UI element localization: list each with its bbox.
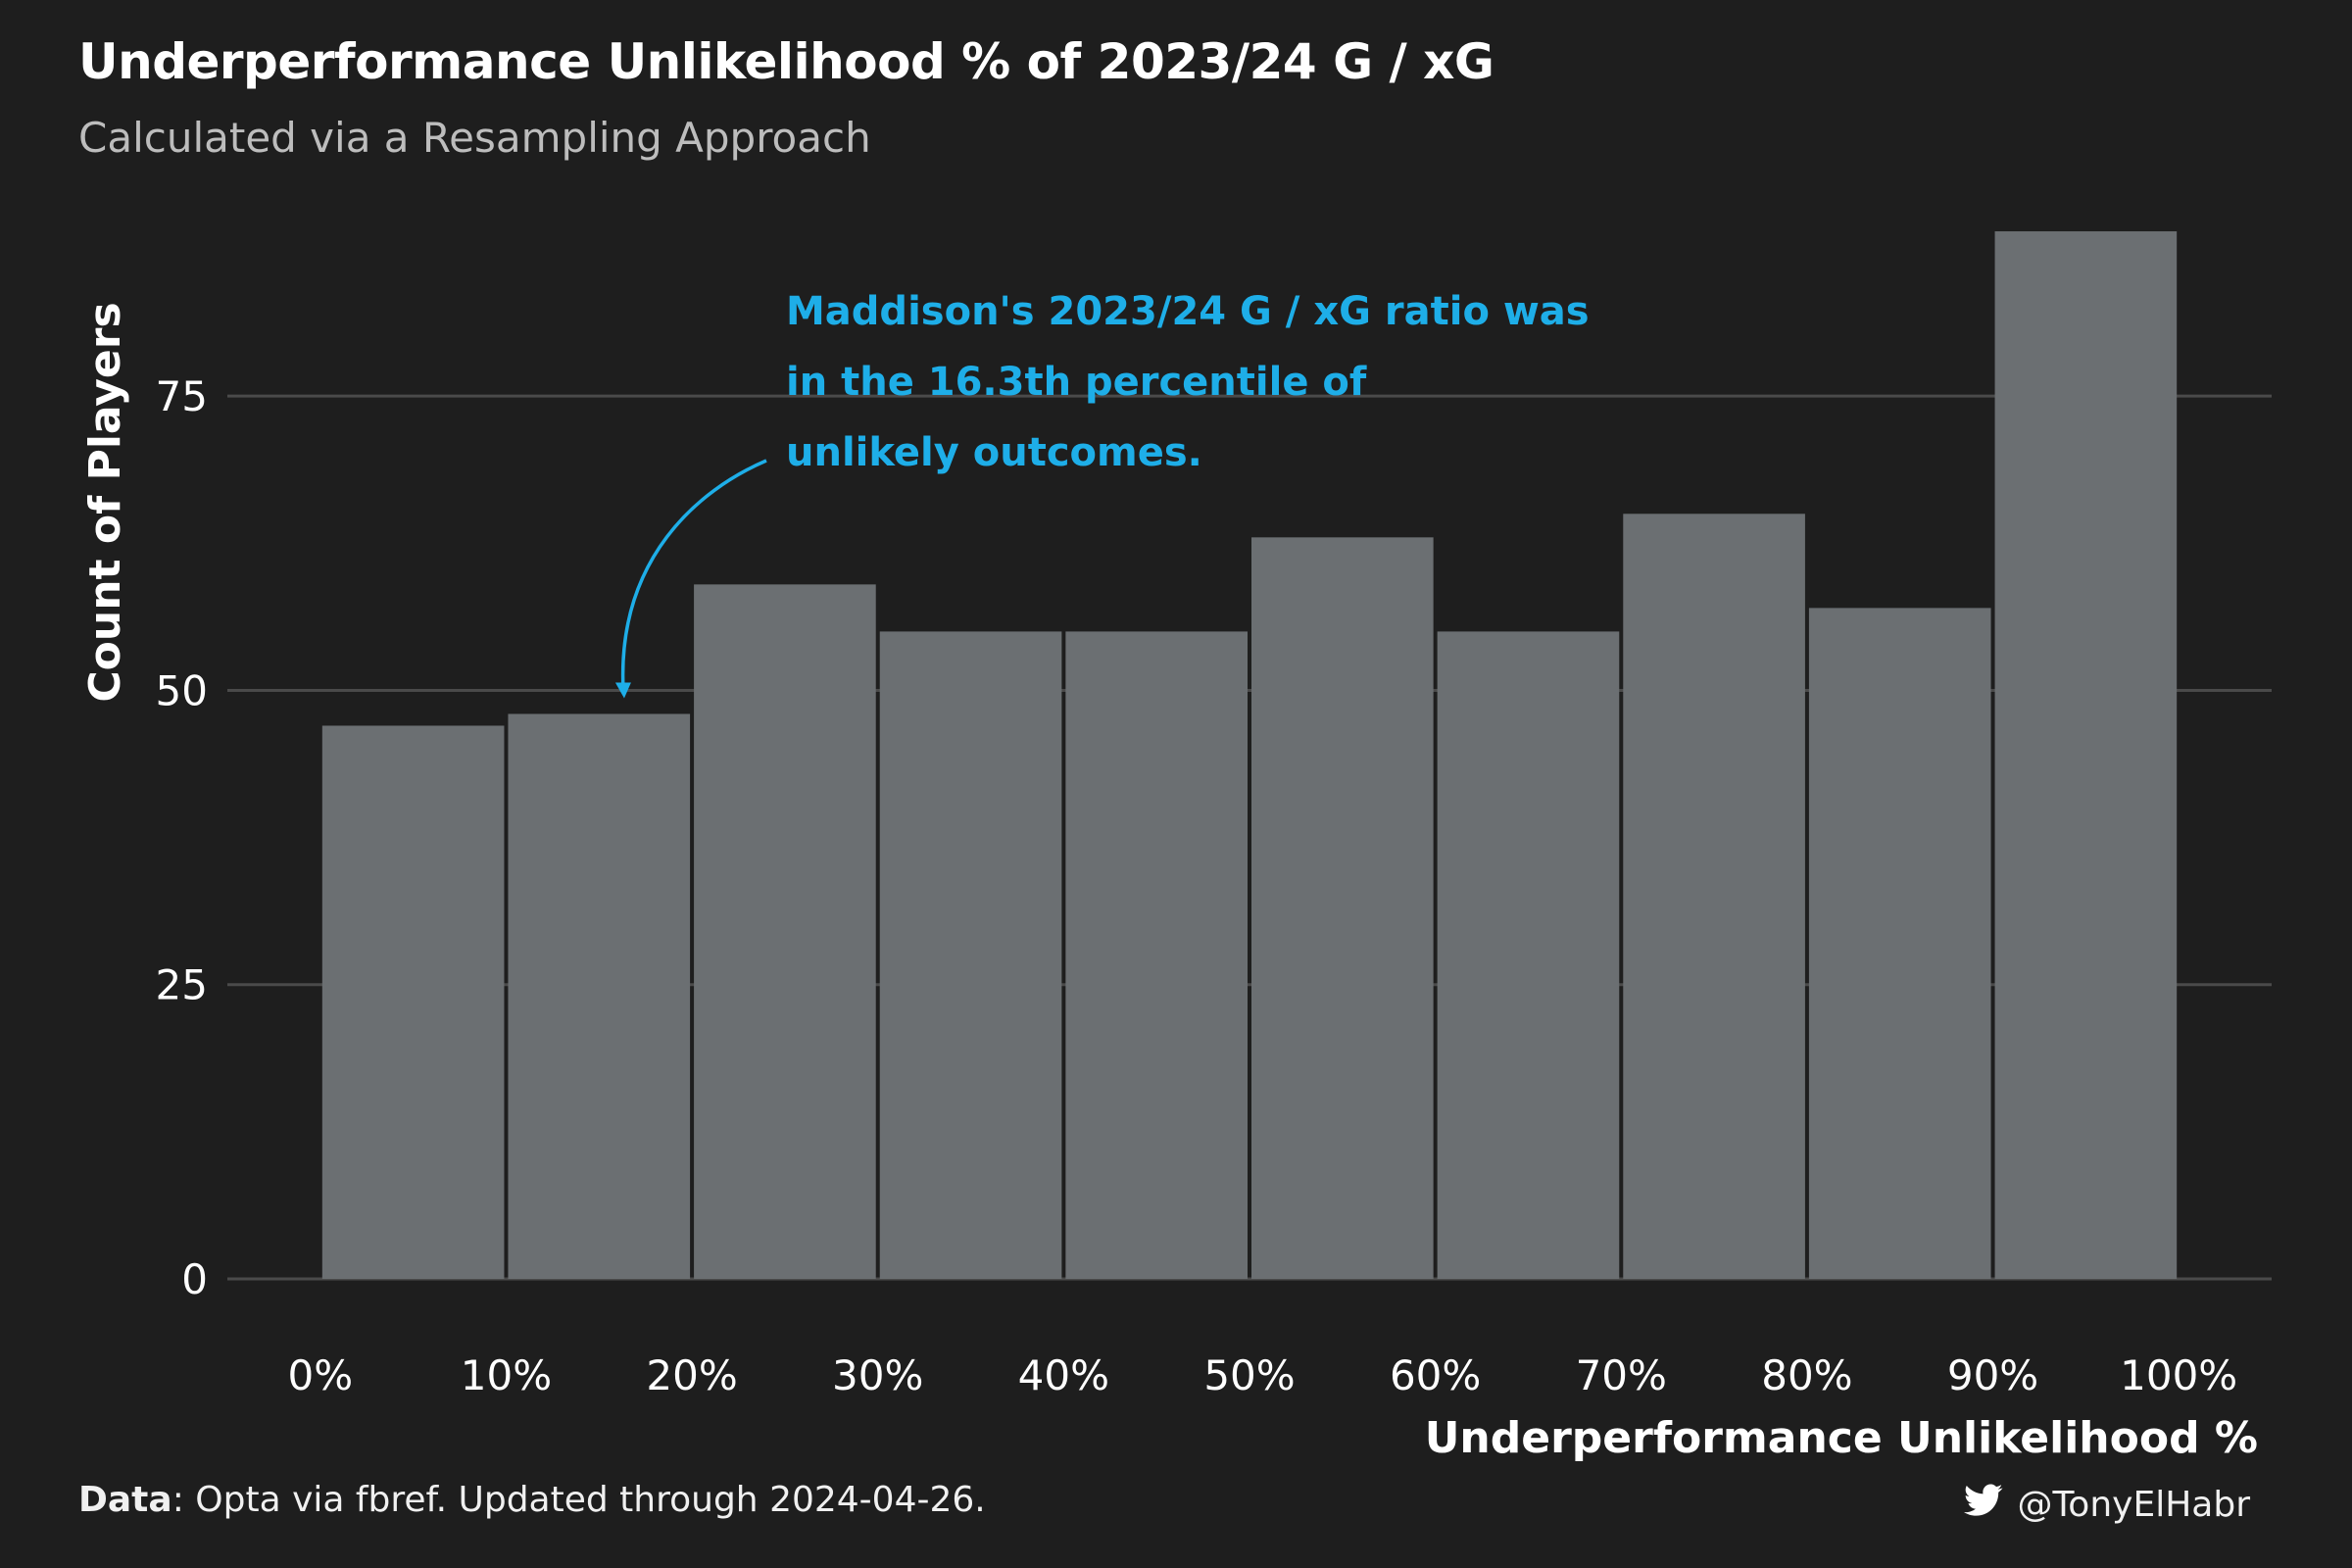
annotation-line-1: Maddison's 2023/24 G / xG ratio was <box>786 289 1590 334</box>
author-credit: @TonyElHabr <box>1964 1484 2250 1526</box>
bar-5 <box>1251 537 1434 1279</box>
x-tick-label: 20% <box>646 1351 737 1399</box>
x-tick-label: 80% <box>1761 1351 1852 1399</box>
chart-subtitle: Calculated via a Resampling Approach <box>78 114 871 162</box>
bar-0 <box>321 725 505 1279</box>
bar-6 <box>1437 631 1620 1279</box>
x-tick-label: 30% <box>832 1351 923 1399</box>
y-tick-labels: 0 25 50 75 <box>156 372 208 1303</box>
y-tick-label: 25 <box>156 961 208 1009</box>
annotation-text: Maddison's 2023/24 G / xG ratio was in t… <box>786 276 1590 488</box>
bar-9 <box>1994 231 2178 1280</box>
annotation-arrowhead <box>614 682 631 699</box>
bar-3 <box>879 631 1062 1279</box>
bar-7 <box>1623 514 1805 1279</box>
x-tick-labels: 0% 10% 20% 30% 40% 50% 60% 70% 80% 90% 100% <box>287 1351 2237 1399</box>
twitter-bird-icon <box>1964 1484 2003 1526</box>
chart-title: Underperformance Unlikelihood % of 2023/… <box>78 33 1494 90</box>
x-axis-label: Underperformance Unlikelihood % <box>1425 1413 2258 1463</box>
bar-8 <box>1808 608 1991 1279</box>
x-tick-label: 70% <box>1576 1351 1667 1399</box>
x-tick-label: 90% <box>1947 1351 2038 1399</box>
x-tick-label: 10% <box>461 1351 552 1399</box>
y-axis-label: Count of Players <box>80 302 130 702</box>
y-tick-label: 0 <box>181 1255 208 1303</box>
data-source-caption: Data: Opta via fbref. Updated through 20… <box>78 1480 986 1520</box>
x-tick-label: 100% <box>2120 1351 2237 1399</box>
annotation-line-3: unlikely outcomes. <box>786 430 1202 475</box>
data-source-label: Data <box>78 1480 172 1520</box>
annotation-line-2: in the 16.3th percentile of <box>786 360 1367 405</box>
twitter-handle: @TonyElHabr <box>2017 1485 2250 1525</box>
x-tick-label: 60% <box>1390 1351 1481 1399</box>
bar-1 <box>508 713 691 1279</box>
data-source-text: : Opta via fbref. Updated through 2024-0… <box>172 1480 986 1520</box>
bar-2 <box>694 584 876 1279</box>
x-tick-label: 50% <box>1203 1351 1295 1399</box>
bars <box>321 231 2178 1280</box>
y-tick-label: 50 <box>156 666 208 714</box>
x-tick-label: 0% <box>287 1351 353 1399</box>
y-tick-label: 75 <box>156 372 208 420</box>
x-tick-label: 40% <box>1018 1351 1109 1399</box>
bar-4 <box>1065 631 1248 1279</box>
annotation-arrow <box>620 459 767 689</box>
